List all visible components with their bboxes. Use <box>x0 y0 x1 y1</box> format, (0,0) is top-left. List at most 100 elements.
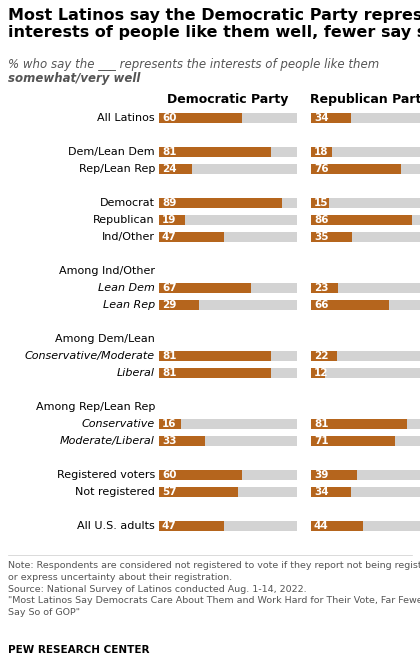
Bar <box>159 436 205 446</box>
Bar <box>159 283 297 293</box>
Text: Not registered: Not registered <box>75 487 155 497</box>
Bar <box>311 113 351 123</box>
Bar <box>159 436 297 446</box>
Text: 22: 22 <box>314 351 328 361</box>
Text: 81: 81 <box>314 419 328 429</box>
Text: All U.S. adults: All U.S. adults <box>77 521 155 531</box>
Bar <box>311 215 412 225</box>
Text: 39: 39 <box>314 470 328 480</box>
Bar <box>311 521 420 531</box>
Bar <box>311 215 420 225</box>
Bar <box>159 147 297 157</box>
Bar <box>159 283 252 293</box>
Text: Registered voters: Registered voters <box>57 470 155 480</box>
Bar <box>159 487 297 497</box>
Bar <box>159 164 192 174</box>
Text: Lean Rep: Lean Rep <box>103 300 155 310</box>
Bar <box>159 487 238 497</box>
Bar <box>159 521 297 531</box>
Text: 24: 24 <box>162 164 177 174</box>
Text: 34: 34 <box>314 487 328 497</box>
Bar <box>159 521 224 531</box>
Text: 47: 47 <box>162 521 177 531</box>
Bar <box>159 215 297 225</box>
Bar <box>311 283 420 293</box>
Bar <box>159 232 224 242</box>
Text: Lean Dem: Lean Dem <box>98 283 155 293</box>
Bar <box>159 113 297 123</box>
Bar <box>159 300 199 310</box>
Text: 60: 60 <box>162 113 176 123</box>
Bar <box>311 436 420 446</box>
Bar <box>159 470 297 480</box>
Bar <box>311 470 420 480</box>
Text: somewhat/very well: somewhat/very well <box>8 72 140 85</box>
Text: 19: 19 <box>162 215 176 225</box>
Bar <box>311 300 420 310</box>
Text: 47: 47 <box>162 232 177 242</box>
Text: 57: 57 <box>162 487 177 497</box>
Text: Democrat: Democrat <box>100 198 155 208</box>
Text: Among Dem/Lean: Among Dem/Lean <box>55 334 155 344</box>
Bar <box>159 368 271 378</box>
Bar <box>311 232 420 242</box>
Bar <box>311 283 338 293</box>
Bar <box>159 351 297 361</box>
Text: Democratic Party: Democratic Party <box>167 94 289 106</box>
Bar <box>311 419 407 429</box>
Text: Republican Party: Republican Party <box>310 94 420 106</box>
Bar <box>159 164 297 174</box>
Bar <box>311 368 325 378</box>
Text: 67: 67 <box>162 283 177 293</box>
Text: 34: 34 <box>314 113 328 123</box>
Text: Ind/Other: Ind/Other <box>102 232 155 242</box>
Text: 16: 16 <box>162 419 176 429</box>
Bar <box>159 470 242 480</box>
Bar <box>311 198 329 208</box>
Text: 86: 86 <box>314 215 328 225</box>
Text: Rep/Lean Rep: Rep/Lean Rep <box>79 164 155 174</box>
Text: 12: 12 <box>314 368 328 378</box>
Text: 44: 44 <box>314 521 329 531</box>
Text: Among Ind/Other: Among Ind/Other <box>59 266 155 276</box>
Text: 81: 81 <box>162 351 176 361</box>
Bar <box>311 487 420 497</box>
Text: % who say the ___ represents the interests of people like them: % who say the ___ represents the interes… <box>8 58 379 71</box>
Text: Dem/Lean Dem: Dem/Lean Dem <box>68 147 155 157</box>
Text: 23: 23 <box>314 283 328 293</box>
Text: Republican: Republican <box>93 215 155 225</box>
Text: All Latinos: All Latinos <box>97 113 155 123</box>
Bar <box>311 232 352 242</box>
Bar <box>311 419 420 429</box>
Text: 76: 76 <box>314 164 328 174</box>
Bar <box>159 351 271 361</box>
Text: Liberal: Liberal <box>117 368 155 378</box>
Text: 29: 29 <box>162 300 176 310</box>
Text: 81: 81 <box>162 147 176 157</box>
Bar <box>311 147 420 157</box>
Text: PEW RESEARCH CENTER: PEW RESEARCH CENTER <box>8 645 150 655</box>
Text: 81: 81 <box>162 368 176 378</box>
Bar <box>311 164 420 174</box>
Text: Conservative/Moderate: Conservative/Moderate <box>25 351 155 361</box>
Text: Among Rep/Lean Rep: Among Rep/Lean Rep <box>36 402 155 412</box>
Bar <box>159 232 297 242</box>
Bar <box>311 198 420 208</box>
Bar <box>159 147 271 157</box>
Bar <box>159 368 297 378</box>
Text: 33: 33 <box>162 436 176 446</box>
Bar <box>159 215 185 225</box>
Text: 66: 66 <box>314 300 328 310</box>
Bar <box>311 368 420 378</box>
Bar <box>311 113 420 123</box>
Text: 89: 89 <box>162 198 176 208</box>
Bar <box>159 198 297 208</box>
Bar <box>159 300 297 310</box>
Bar <box>311 487 351 497</box>
Bar <box>311 351 420 361</box>
Bar <box>311 436 395 446</box>
Bar <box>159 419 297 429</box>
Bar <box>159 419 181 429</box>
Text: 71: 71 <box>314 436 328 446</box>
Text: 60: 60 <box>162 470 176 480</box>
